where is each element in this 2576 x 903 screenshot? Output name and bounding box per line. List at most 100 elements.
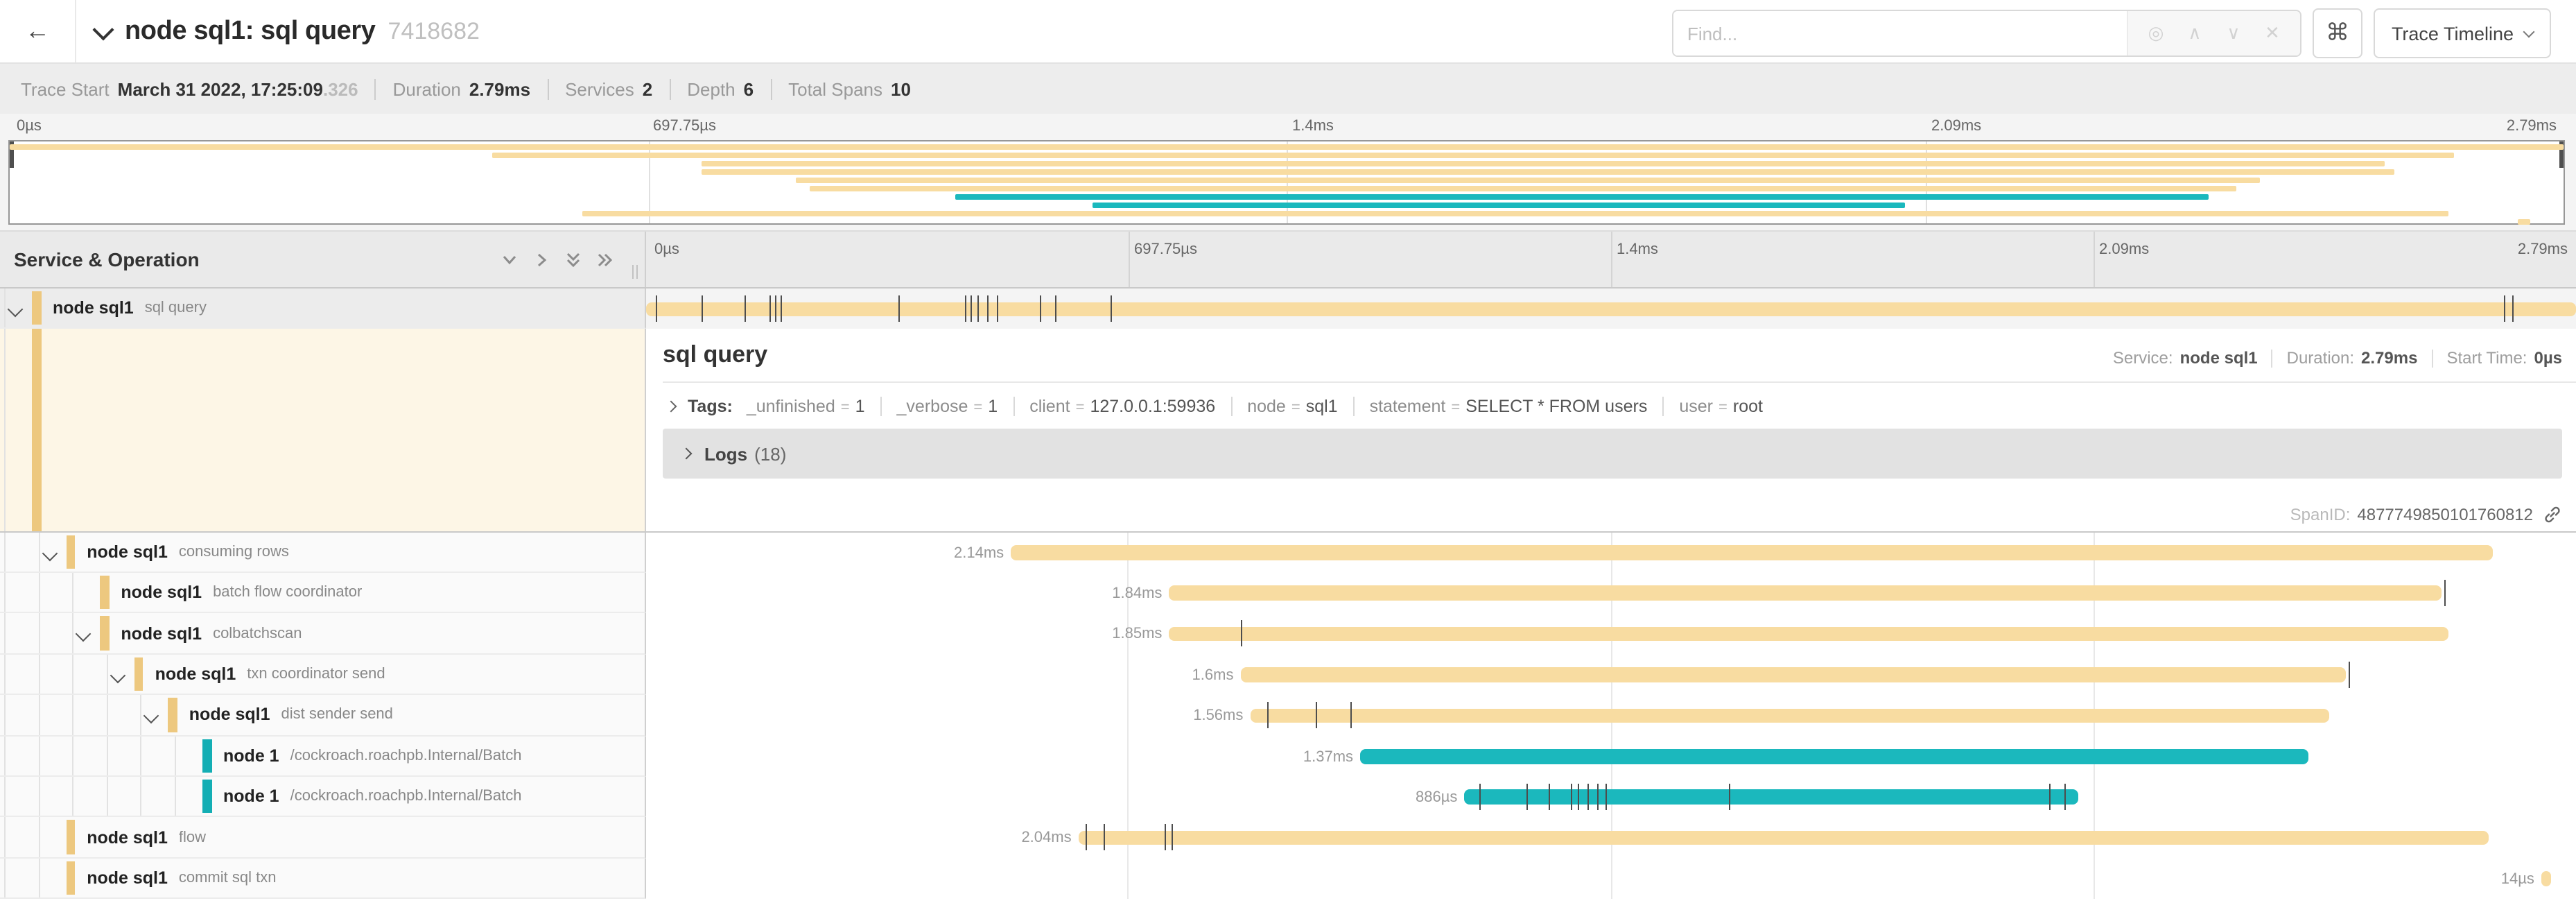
summary-label: Duration (392, 78, 461, 99)
tree-chevron-down-icon[interactable] (7, 301, 24, 318)
span-detail-band: sql query Service: node sql1 Duration: 2… (0, 329, 2576, 533)
span-bar[interactable] (646, 302, 2576, 316)
span-color-accent (32, 329, 41, 531)
span-id-value: 4877749850101760812 (2357, 504, 2533, 524)
span-bar[interactable] (1250, 708, 2329, 723)
tag-value: root (1732, 397, 1763, 417)
trace-summary-item: Total Spans 10 (788, 78, 911, 99)
tag-item: _verbose = 1 (880, 397, 1013, 417)
log-marker-tick (1111, 295, 1113, 322)
back-button[interactable]: ← (0, 0, 76, 62)
find-clear-icon[interactable]: ✕ (2265, 22, 2280, 43)
find-next-icon[interactable]: ∨ (2227, 22, 2240, 43)
indent-guide (4, 736, 6, 775)
span-bar[interactable] (1464, 789, 2078, 805)
span-bar[interactable] (1240, 667, 2347, 682)
tag-key: _unfinished (746, 397, 835, 417)
logs-row[interactable]: Logs (18) (663, 429, 2562, 479)
link-icon[interactable] (2543, 504, 2562, 524)
trace-summary-item: Trace Start March 31 2022, 17:25:09.326 (21, 78, 358, 99)
minimap-span-strip (492, 152, 2454, 158)
span-bar[interactable] (1078, 830, 2489, 845)
minimap-canvas[interactable] (8, 140, 2565, 225)
span-tree-cell[interactable]: node sql1 sql query (0, 289, 646, 329)
span-duration-label: 2.14ms (954, 544, 1004, 562)
trace-summary-item: Depth 6 (687, 78, 754, 99)
tag-equals: = (1075, 399, 1085, 417)
span-tree-cell[interactable]: node sql1 commit sql txn (0, 858, 646, 899)
collapse-all-chevron-down-icon[interactable] (501, 250, 519, 268)
view-selector-button[interactable]: Trace Timeline (2373, 8, 2551, 58)
span-id-label: SpanID: (2290, 504, 2351, 524)
find-input[interactable] (1673, 11, 2127, 55)
log-marker-tick (2048, 783, 2051, 810)
service-operation-header: Service & Operation (0, 232, 646, 287)
column-resizer-handle[interactable] (632, 265, 638, 279)
span-tree-cell[interactable]: node sql1 dist sender send (0, 695, 646, 737)
summary-value: March 31 2022, 17:25:09 (117, 78, 323, 99)
span-tree-cell[interactable]: node sql1 flow (0, 817, 646, 859)
span-color-accent (202, 779, 211, 814)
minimap-tick-labels: 0µs 697.75µs 1.4ms 2.09ms 2.79ms (8, 114, 2565, 140)
tag-value: SELECT * FROM users (1465, 397, 1648, 417)
span-detail-panel: sql query Service: node sql1 Duration: 2… (646, 329, 2576, 531)
indent-guide (106, 695, 108, 735)
collapse-trace-chevron-icon[interactable] (92, 18, 114, 40)
tree-chevron-down-icon[interactable] (41, 544, 58, 561)
span-tree-cell[interactable]: node 1/cockroach.roachpb.Internal/Batch (0, 736, 646, 777)
find-locate-icon[interactable]: ◎ (2148, 22, 2164, 43)
span-timeline-cell: 2.14ms (646, 532, 2576, 573)
log-marker-tick (2444, 579, 2446, 606)
span-duration-label: 1.37ms (1303, 748, 1354, 766)
tag-item: user = root (1662, 397, 1778, 417)
indent-guide (140, 695, 142, 735)
minimap-left-drag-handle[interactable] (10, 141, 14, 168)
log-marker-tick (2512, 295, 2514, 322)
indent-guide (38, 532, 40, 571)
log-marker-tick (1479, 783, 1481, 810)
log-marker-tick (898, 295, 900, 322)
span-row: node sql1 batch flow coordinator 1.84ms (0, 572, 2576, 614)
tag-equals: = (840, 399, 850, 417)
tree-chevron-down-icon[interactable] (143, 707, 160, 724)
tag-key: user (1679, 397, 1713, 417)
service-name: node sql1 (121, 583, 202, 603)
span-tree-cell[interactable]: node sql1 colbatchscan (0, 613, 646, 655)
span-timeline-cell: 1.56ms (646, 695, 2576, 736)
minimap-span-strip (10, 144, 2564, 150)
summary-value-fraction: .326 (322, 78, 358, 99)
span-row: node 1/cockroach.roachpb.Internal/Batch 1… (0, 736, 2576, 777)
log-marker-tick (1728, 783, 1730, 810)
span-color-accent (66, 820, 76, 854)
tags-row[interactable]: Tags: _unfinished = 1 _verbose = 1 client = 127.… (663, 397, 2576, 417)
log-marker-tick (2348, 661, 2350, 688)
span-bar[interactable] (1011, 545, 2494, 560)
tree-chevron-down-icon[interactable] (76, 626, 92, 643)
span-tree-cell[interactable]: node sql1 txn coordinator send (0, 654, 646, 696)
span-bar[interactable] (1169, 626, 2449, 642)
collapse-all-double-chevron-down-icon[interactable] (564, 250, 582, 268)
tree-controls (501, 250, 614, 268)
span-bar[interactable] (2541, 871, 2551, 886)
span-timeline-cell: 14µs (646, 858, 2576, 899)
service-name: node sql1 (53, 298, 134, 318)
tree-chevron-down-icon[interactable] (110, 667, 125, 683)
log-marker-tick (987, 295, 989, 322)
minimap-right-drag-handle[interactable] (2559, 141, 2564, 168)
indent-guide (4, 329, 6, 531)
keyboard-shortcuts-button[interactable]: ⌘ (2312, 8, 2362, 58)
find-prev-icon[interactable]: ∧ (2188, 22, 2202, 43)
span-tree-cell[interactable]: node sql1 batch flow coordinator (0, 572, 646, 614)
tag-value: 127.0.0.1:59936 (1090, 397, 1216, 417)
span-bar[interactable] (1360, 749, 2308, 764)
span-tree-cell[interactable]: node 1/cockroach.roachpb.Internal/Batch (0, 776, 646, 818)
span-bar[interactable] (1169, 585, 2442, 601)
expand-all-double-chevron-right-icon[interactable] (596, 250, 614, 268)
expand-one-chevron-right-icon[interactable] (532, 250, 550, 268)
page-title: node sql1: sql query (125, 16, 376, 45)
tick-label: 697.75µs (1134, 241, 1197, 258)
logs-count: (18) (754, 443, 787, 465)
span-tree-cell[interactable]: node sql1 consuming rows (0, 532, 646, 573)
log-marker-tick (655, 295, 657, 322)
